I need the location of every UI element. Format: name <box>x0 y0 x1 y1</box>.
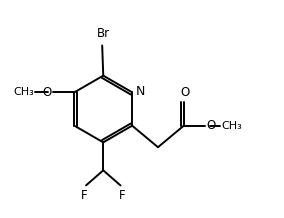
Text: O: O <box>43 86 52 99</box>
Text: F: F <box>119 189 126 202</box>
Text: O: O <box>180 86 189 99</box>
Text: F: F <box>81 189 87 202</box>
Text: O: O <box>206 119 216 132</box>
Text: CH₃: CH₃ <box>13 87 34 97</box>
Text: CH₃: CH₃ <box>222 121 242 131</box>
Text: N: N <box>136 85 145 98</box>
Text: Br: Br <box>97 27 110 40</box>
